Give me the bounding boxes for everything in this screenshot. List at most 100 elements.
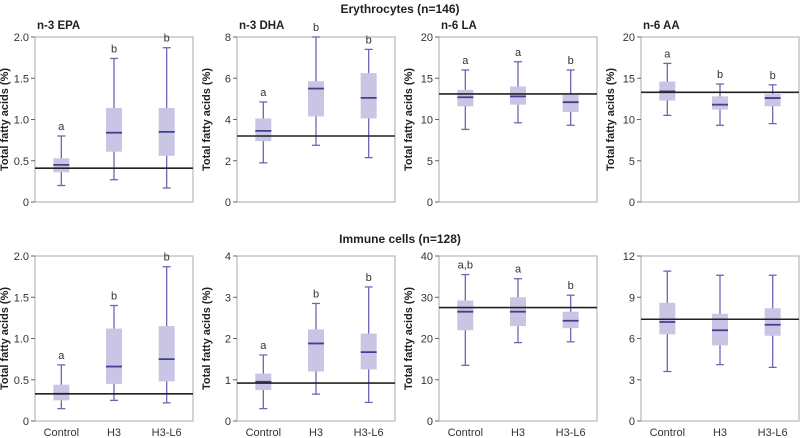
box-h3: a — [510, 264, 526, 344]
iqr-box — [308, 81, 324, 117]
y-tick-label: 2 — [225, 156, 231, 168]
y-tick-label: 30 — [421, 292, 433, 304]
y-tick-label: 2.0 — [14, 251, 29, 263]
y-tick-label: 2 — [225, 334, 231, 346]
y-tick-label: 3 — [629, 375, 635, 387]
x-category-label: Control — [246, 427, 281, 438]
significance-label: b — [111, 43, 117, 55]
y-tick-label: 3 — [225, 292, 231, 304]
y-tick-label: 8 — [225, 32, 231, 44]
y-axis-label: Total fatty acids (%) — [403, 68, 415, 171]
significance-label: a — [260, 340, 267, 352]
y-tick-label: 0 — [427, 416, 433, 428]
y-tick-label: 40 — [421, 251, 433, 263]
panel-8: 0 3 6 9 12 Control H3 H3-L6 — [623, 251, 800, 438]
panel-5: Total fatty acids (%) 0 0.5 1.0 1.5 2.0 a b b Con… — [0, 251, 194, 438]
significance-label: b — [164, 252, 170, 264]
iqr-box — [764, 93, 781, 107]
panel-1: n-3 EPA Total fatty acids (%) 0 0.5 1.0 1.5 2.… — [0, 20, 194, 209]
significance-label: a — [515, 264, 522, 276]
y-tick-label: 20 — [623, 32, 635, 44]
y-tick-label: 15 — [623, 73, 635, 85]
significance-label: a,b — [458, 260, 473, 272]
x-category-label: Control — [44, 427, 79, 438]
significance-label: b — [164, 33, 170, 45]
iqr-box — [106, 328, 122, 384]
immune-cells-section-title: Immune cells (n=128) — [339, 232, 461, 246]
iqr-box — [106, 107, 122, 152]
y-tick-label: 1.5 — [14, 73, 29, 85]
x-category-label: H3-L6 — [152, 427, 182, 438]
box-h3-l6: b — [562, 280, 579, 343]
y-tick-label: 9 — [629, 292, 635, 304]
box-h3-l6: b — [360, 34, 377, 159]
significance-label: b — [717, 69, 723, 81]
panel-4: n-6 AA Total fatty acids (%) 0 5 10 15 20 a b b — [605, 20, 800, 209]
panel-6: Total fatty acids (%) 0 1 2 3 4 a b b Control H3 H3… — [201, 251, 396, 438]
box-control: a — [53, 121, 70, 187]
x-category-label: H3 — [309, 427, 323, 438]
y-tick-label: 6 — [629, 334, 635, 346]
x-category-label: H3-L6 — [758, 427, 788, 438]
panel-2: n-3 DHA Total fatty acids (%) 0 2 4 6 8 a b b — [201, 20, 396, 209]
box-h3-l6: b — [562, 55, 579, 126]
y-tick-label: 1.5 — [14, 292, 29, 304]
y-tick-label: 20 — [421, 32, 433, 44]
erythrocytes-section-title: Erythrocytes (n=146) — [340, 2, 459, 16]
x-category-label: H3 — [713, 427, 727, 438]
significance-label: b — [366, 34, 372, 46]
iqr-box — [53, 384, 70, 401]
significance-label: b — [313, 22, 319, 34]
significance-label: b — [568, 55, 574, 67]
panel-title: n-3 EPA — [37, 20, 80, 32]
y-tick-label: 10 — [421, 115, 433, 127]
y-tick-label: 15 — [421, 73, 433, 85]
iqr-box — [764, 308, 781, 336]
panel-title: n-3 DHA — [239, 20, 284, 32]
y-tick-label: 5 — [629, 156, 635, 168]
significance-label: b — [770, 70, 776, 82]
y-axis-label: Total fatty acids (%) — [201, 68, 213, 171]
panel-3: n-6 LA Total fatty acids (%) 0 5 10 15 20 a a b — [403, 20, 598, 209]
iqr-box — [255, 118, 272, 142]
y-axis-label: Total fatty acids (%) — [605, 68, 617, 171]
box-h3: b — [308, 288, 324, 395]
significance-label: b — [313, 288, 319, 300]
y-tick-label: 12 — [623, 251, 635, 263]
significance-label: a — [462, 55, 469, 67]
panel-7: Total fatty acids (%) 0 10 20 30 40 a,b a b Contr… — [403, 251, 598, 438]
box-h3-l6: b — [764, 70, 781, 125]
x-category-label: H3 — [107, 427, 121, 438]
panel-title: n-6 AA — [643, 20, 680, 32]
panel-title: n-6 LA — [441, 20, 477, 32]
panels: n-3 EPA Total fatty acids (%) 0 0.5 1.0 1.5 2.… — [0, 20, 800, 438]
box-control: a,b — [457, 260, 474, 366]
box-h3-l6 — [764, 274, 781, 369]
significance-label: b — [568, 280, 574, 292]
y-tick-label: 20 — [421, 334, 433, 346]
y-axis-label: Total fatty acids (%) — [0, 68, 11, 171]
y-tick-label: 6 — [225, 73, 231, 85]
y-tick-label: 4 — [225, 115, 231, 127]
y-axis-label: Total fatty acids (%) — [403, 287, 415, 390]
box-control: a — [659, 48, 676, 117]
box-control — [659, 270, 676, 373]
x-category-label: H3 — [511, 427, 525, 438]
y-tick-label: 0 — [225, 416, 231, 428]
box-control: a — [457, 55, 474, 131]
y-tick-label: 0 — [225, 197, 231, 209]
y-tick-label: 1 — [225, 375, 231, 387]
y-tick-label: 0.5 — [14, 156, 29, 168]
y-tick-label: 0 — [427, 197, 433, 209]
box-control: a — [255, 87, 272, 164]
box-h3: b — [106, 291, 122, 402]
y-tick-label: 10 — [421, 375, 433, 387]
y-tick-label: 0.5 — [14, 375, 29, 387]
y-axis-label: Total fatty acids (%) — [0, 287, 11, 390]
significance-label: a — [260, 87, 267, 99]
x-category-label: H3-L6 — [354, 427, 384, 438]
iqr-box — [360, 73, 377, 119]
y-axis-label: Total fatty acids (%) — [201, 287, 213, 390]
iqr-box — [712, 96, 728, 110]
